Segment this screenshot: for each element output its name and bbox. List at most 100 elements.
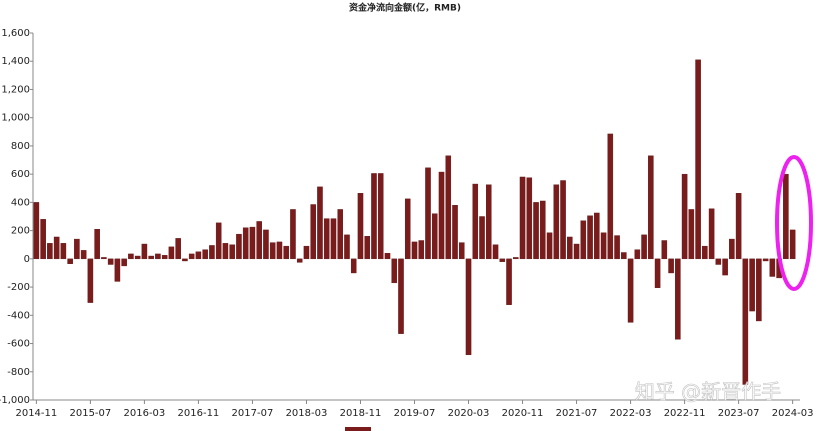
bar [756, 258, 762, 322]
x-tick-label: 2022-11 [664, 408, 706, 419]
bar [276, 241, 283, 260]
plot-area: -1,000 -800 -600 -400 -200 0 200 400 600 800 1,000… [0, 28, 814, 419]
x-tick-label: 2021-07 [556, 408, 598, 419]
bar [357, 193, 364, 260]
bar [222, 243, 229, 260]
y-tick-label: -200 [7, 282, 30, 293]
bar [134, 255, 141, 260]
x-tick-label: 2016-03 [124, 408, 166, 419]
bar [715, 258, 722, 265]
x-tick-label: 2014-11 [15, 408, 57, 419]
bar [594, 212, 600, 260]
y-tick-label: -800 [7, 367, 30, 378]
bar [283, 245, 289, 260]
bar [155, 253, 161, 260]
bar [236, 233, 242, 260]
bar [621, 252, 627, 260]
bar [175, 238, 181, 260]
bar [330, 218, 337, 260]
bar [675, 258, 681, 340]
y-tick-label: 1,200 [1, 84, 30, 95]
x-tick-label: 2017-07 [232, 408, 274, 419]
x-tick-label: 2016-11 [178, 408, 220, 419]
bar [506, 258, 512, 305]
bar [465, 258, 472, 356]
bar [101, 257, 107, 260]
bar [317, 186, 323, 260]
bar [783, 173, 789, 260]
bar [94, 229, 100, 260]
bar [695, 59, 701, 260]
highlight-ellipse [775, 155, 813, 291]
bar [769, 258, 776, 277]
bar [445, 155, 452, 260]
y-tick-label: -1,000 [0, 395, 30, 406]
bar [202, 249, 208, 260]
y-tick-label: -600 [7, 339, 30, 350]
bar [87, 258, 94, 303]
y-tick-label: 1,600 [1, 28, 30, 39]
bar [47, 243, 53, 260]
bar [668, 258, 674, 274]
y-tick-label: 200 [11, 226, 30, 237]
bar [398, 258, 404, 334]
bar [587, 215, 593, 260]
bar [607, 133, 614, 260]
bar [337, 209, 343, 260]
bar [411, 241, 418, 260]
y-tick-label: 600 [11, 169, 30, 180]
bar [33, 202, 40, 260]
bar [404, 198, 411, 260]
bar [729, 238, 735, 260]
bar [431, 213, 438, 260]
bar [188, 253, 195, 260]
bar [492, 244, 499, 260]
y-tick-label: -400 [7, 310, 30, 321]
bar [648, 155, 654, 260]
bar [107, 258, 114, 265]
x-tick-label: 2018-11 [340, 408, 382, 419]
bar [634, 249, 641, 260]
y-tick-label: 0 [24, 254, 30, 265]
bar [242, 227, 249, 260]
bar [128, 253, 134, 260]
bar [600, 232, 607, 260]
bar [567, 236, 573, 260]
bar [533, 202, 539, 260]
bar [486, 184, 492, 260]
bar [263, 229, 269, 260]
bar [310, 204, 316, 260]
bar [74, 238, 80, 260]
bar [546, 232, 553, 260]
bar [161, 255, 168, 260]
bar [641, 234, 647, 260]
bar [762, 258, 769, 262]
bar [499, 258, 506, 262]
bar [209, 245, 215, 260]
bar [742, 258, 749, 385]
bar [627, 258, 634, 323]
bar [229, 244, 235, 260]
chart-title: 资金净流向金额(亿，RMB) [349, 2, 461, 14]
bar [148, 255, 154, 260]
x-tick-label: 2019-07 [394, 408, 436, 419]
bar [735, 193, 742, 260]
x-tick-label: 2018-03 [286, 408, 328, 419]
bar [513, 257, 519, 260]
bar [303, 245, 310, 260]
y-tick-label: 800 [11, 141, 30, 152]
bar [458, 242, 465, 260]
bar [269, 242, 276, 260]
bar [195, 251, 202, 260]
bar [60, 243, 67, 260]
bar [560, 180, 566, 260]
bar [53, 236, 60, 260]
bar [418, 240, 425, 260]
bar [702, 245, 708, 260]
y-tick-label: 1,400 [1, 56, 30, 67]
legend-swatch [345, 427, 371, 431]
y-tick-label: 1,000 [1, 113, 30, 124]
bar [344, 234, 350, 260]
bar [526, 177, 533, 260]
bar [296, 258, 303, 263]
